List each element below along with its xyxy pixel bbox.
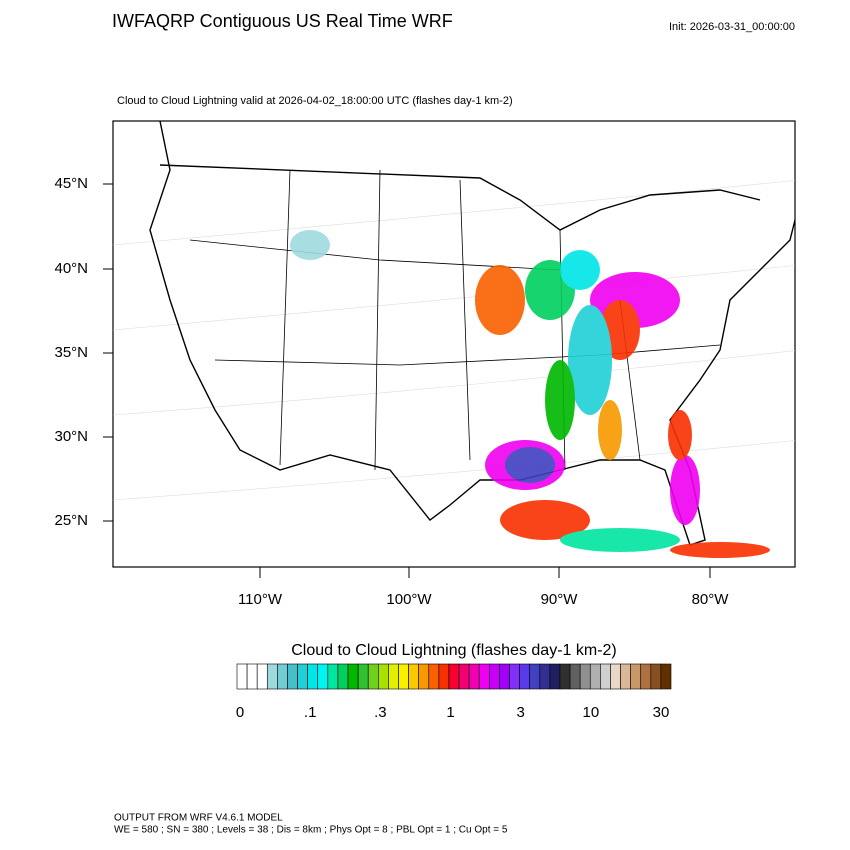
- colorbar-swatch: [317, 663, 329, 690]
- lat-label: 30°N: [54, 428, 88, 445]
- lon-label: 80°W: [692, 591, 730, 608]
- colorbar-swatch: [489, 663, 500, 690]
- colorbar-swatch: [660, 663, 672, 690]
- colorbar-swatch: [549, 663, 561, 690]
- colorbar-swatch: [367, 663, 379, 690]
- footer-line: WE = 580 ; SN = 380 ; Levels = 38 ; Dis …: [114, 825, 508, 836]
- colorbar-swatch: [307, 663, 319, 690]
- colorbar-swatch: [579, 663, 591, 690]
- colorbar-swatch: [378, 663, 389, 690]
- footer-line: OUTPUT FROM WRF V4.6.1 MODEL: [114, 813, 283, 824]
- colorbar-label: 1: [446, 704, 454, 721]
- colorbar-swatch: [499, 663, 510, 690]
- map-subtitle: Cloud to Cloud Lightning valid at 2026-0…: [117, 95, 513, 107]
- colorbar-swatch: [630, 663, 642, 690]
- colorbar-swatch: [438, 663, 450, 690]
- colorbar-swatch: [539, 663, 551, 690]
- colorbar-swatch: [569, 663, 581, 690]
- colorbar-label: 10: [582, 704, 599, 721]
- colorbar-swatch: [408, 663, 419, 690]
- map: [112, 120, 796, 568]
- title: IWFAQRP Contiguous US Real Time WRF: [112, 11, 453, 31]
- colorbar-swatch: [519, 663, 530, 690]
- colorbar-label: 0: [236, 704, 244, 721]
- colorbar-swatch: [337, 663, 349, 690]
- colorbar-swatch: [428, 663, 440, 690]
- lat-label: 40°N: [54, 260, 88, 277]
- colorbar-label: 3: [516, 704, 524, 721]
- colorbar-swatch: [277, 663, 288, 690]
- colorbar-swatch: [650, 663, 662, 690]
- colorbar-swatch: [246, 663, 258, 690]
- lon-label: 90°W: [541, 591, 579, 608]
- colorbar-swatch: [236, 663, 248, 690]
- colorbar-label: .3: [374, 704, 387, 721]
- colorbar-swatch: [256, 663, 268, 690]
- colorbar-swatch: [357, 663, 369, 690]
- colorbar-swatch: [610, 663, 621, 690]
- colorbar-label: .1: [304, 704, 317, 721]
- lon-label: 110°W: [238, 591, 283, 608]
- colorbar-swatch: [388, 663, 399, 690]
- colorbar-swatch: [529, 663, 541, 690]
- colorbar-swatch: [478, 663, 490, 690]
- colorbar-swatch: [297, 663, 308, 690]
- colorbar-swatch: [458, 663, 470, 690]
- colorbar-swatch: [468, 663, 480, 690]
- colorbar-title: Cloud to Cloud Lightning (flashes day-1 …: [291, 642, 617, 659]
- colorbar-swatch: [448, 663, 460, 690]
- colorbar-swatch: [418, 663, 430, 690]
- colorbar-swatch: [327, 663, 339, 690]
- lat-label: 45°N: [54, 175, 88, 192]
- colorbar-swatch: [509, 663, 520, 690]
- lat-label: 35°N: [54, 344, 88, 361]
- colorbar-swatch: [347, 663, 359, 690]
- colorbar-label: 30: [653, 704, 670, 721]
- colorbar-swatch: [620, 663, 631, 690]
- colorbar-swatch: [600, 663, 611, 690]
- colorbar-swatch: [266, 663, 278, 690]
- colorbar-swatch: [589, 663, 601, 690]
- init-time: Init: 2026-03-31_00:00:00: [669, 21, 795, 33]
- lat-label: 25°N: [54, 512, 88, 529]
- lon-label: 100°W: [386, 591, 432, 608]
- colorbar-swatch: [287, 663, 298, 690]
- colorbar-swatch: [559, 663, 571, 690]
- colorbar-swatch: [398, 663, 409, 690]
- colorbar-swatch: [640, 663, 652, 690]
